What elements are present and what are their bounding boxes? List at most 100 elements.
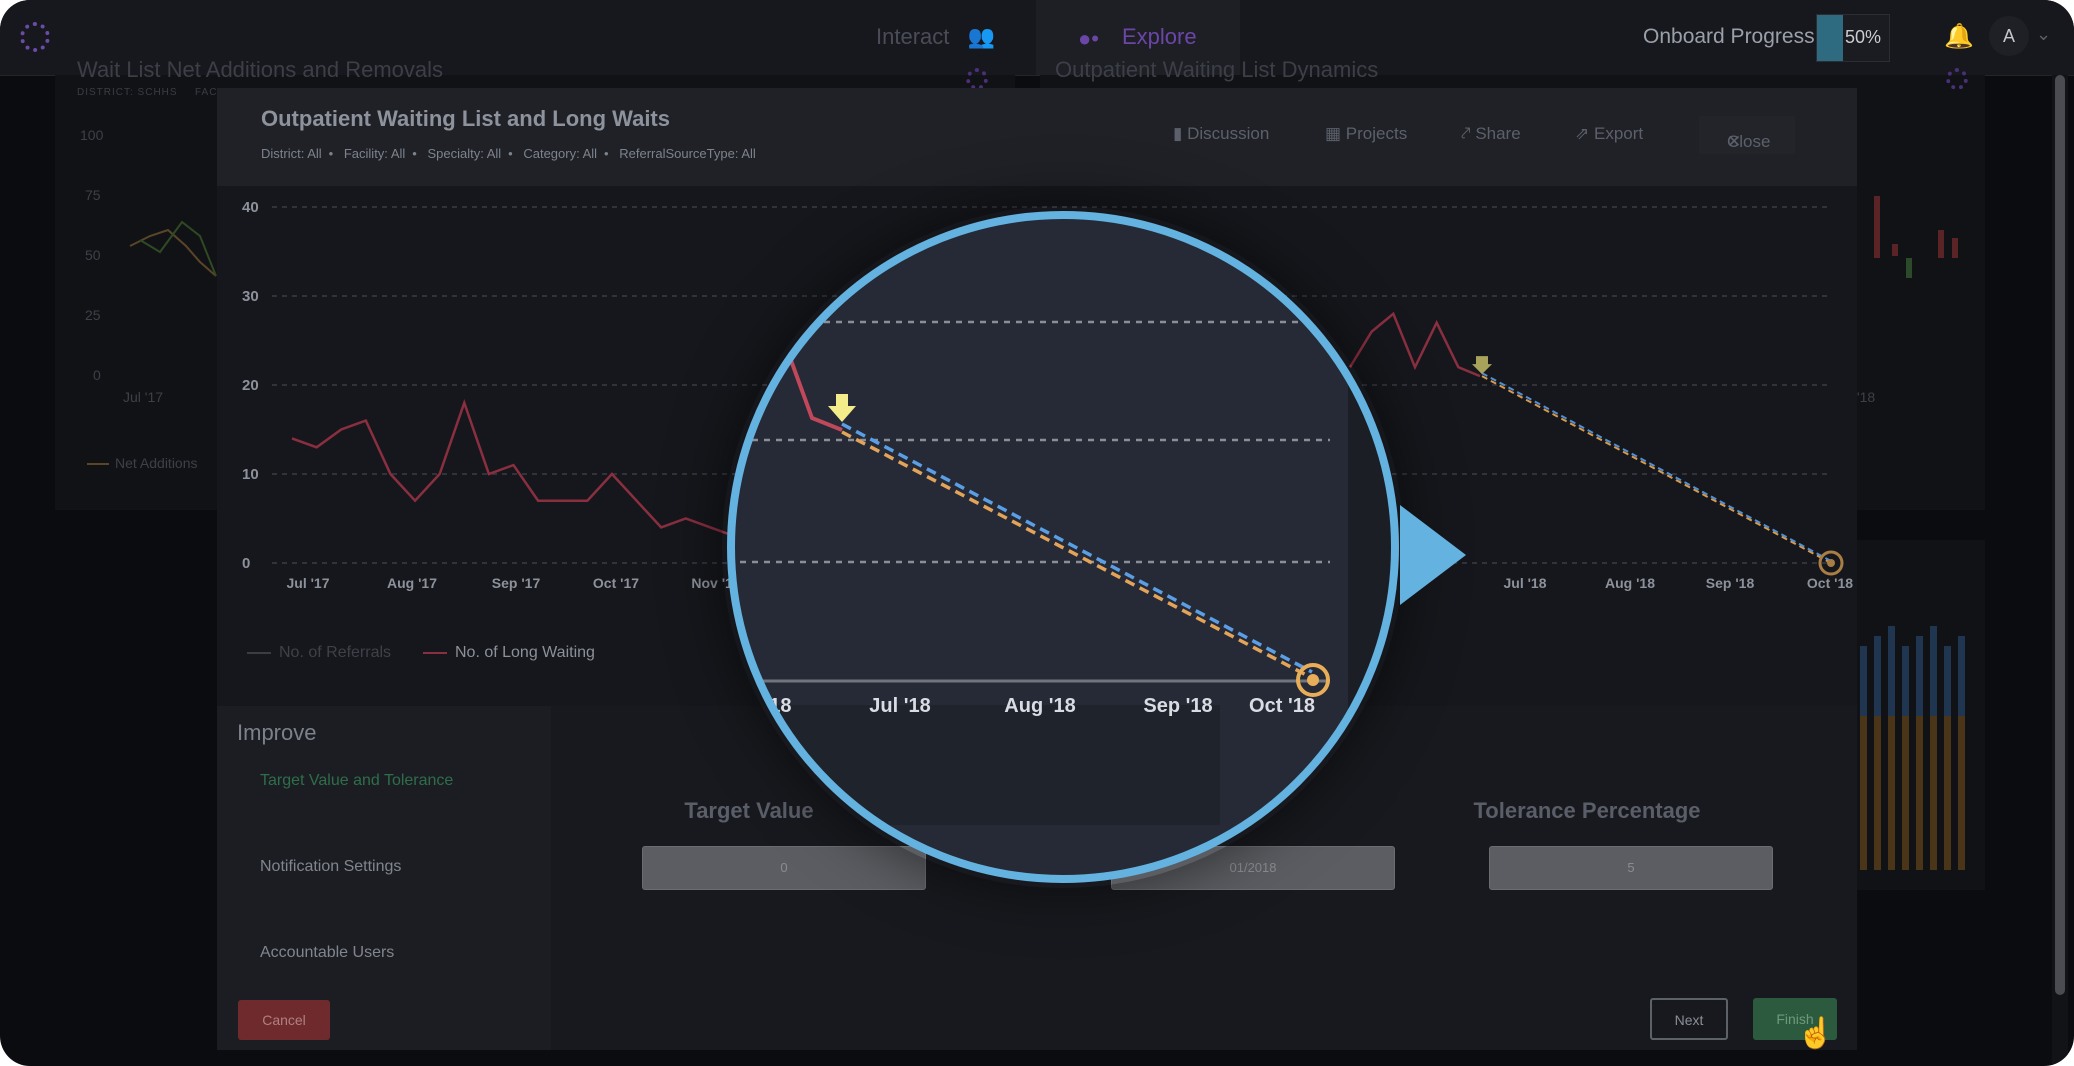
export-label: Export xyxy=(1593,124,1644,143)
magnified-x-tick-label: Sep '18 xyxy=(1143,695,1212,717)
bg-legend-net-additions: Net Additions xyxy=(87,455,198,471)
loading-icon xyxy=(1946,68,1968,90)
background-bar xyxy=(1916,636,1923,716)
tab-explore-label: Explore xyxy=(1122,24,1197,49)
magnified-projection-blue xyxy=(841,422,1313,674)
bg-y-tick: 75 xyxy=(85,187,101,203)
background-bar xyxy=(1860,716,1867,870)
modal-title: Outpatient Waiting List and Long Waits xyxy=(261,106,670,131)
projects-button[interactable]: ▦ Projects xyxy=(1325,124,1407,144)
background-bar xyxy=(1888,626,1895,716)
background-bar xyxy=(1944,716,1951,870)
improve-title: Improve xyxy=(237,720,317,745)
cancel-button[interactable]: Cancel xyxy=(238,1000,330,1040)
y-tick-label: 30 xyxy=(242,288,259,305)
progress-percent: 50% xyxy=(1844,27,1881,47)
scrollbar[interactable] xyxy=(2052,75,2068,1066)
background-card-right-title: Outpatient Waiting List Dynamics xyxy=(1055,57,1379,82)
magnifier-ring xyxy=(727,211,1399,883)
close-icon: ✕ xyxy=(1727,132,1742,151)
target-icon xyxy=(1818,550,1844,576)
bg-y-tick: 50 xyxy=(85,247,101,263)
x-tick-label: Jul '17 xyxy=(286,575,329,591)
legend-referrals[interactable]: No. of Referrals xyxy=(247,644,391,662)
projection-line-orange xyxy=(1481,375,1832,564)
background-bar xyxy=(1874,636,1881,716)
chevron-down-icon[interactable]: ⌄ xyxy=(2036,24,2052,44)
filter-breadcrumb: District: All • Facility: All • Specialty:… xyxy=(261,146,756,161)
discussion-icon: ▮ xyxy=(1173,124,1183,143)
top-navigation-bar: Interact 👥 ●• Explore Onboard Progress 5… xyxy=(0,0,2074,76)
share-button[interactable]: ⤤ Share xyxy=(1461,124,1521,144)
legend-referrals-label: No. of Referrals xyxy=(279,644,392,661)
x-tick-label: Aug '18 xyxy=(1605,575,1655,591)
filter-referral-source: ReferralSourceType: All xyxy=(619,146,756,161)
series-long-waiting-line-right xyxy=(1348,311,1481,378)
improve-form: Target Value 0 01/2018 Tolerance Percent… xyxy=(551,706,1857,1050)
x-tick-label: Oct '17 xyxy=(593,575,639,591)
x-tick-label: Sep '17 xyxy=(492,575,541,591)
step-target-value[interactable]: Target Value and Tolerance xyxy=(260,772,454,789)
background-card-left-title: Wait List Net Additions and Removals xyxy=(77,57,444,82)
background-bar xyxy=(1944,646,1951,716)
progress-fill xyxy=(1817,15,1843,61)
magnified-x-tick-label: Jul '18 xyxy=(869,695,930,717)
y-tick-label: 20 xyxy=(242,377,259,394)
x-tick-label: Nov '17 xyxy=(691,575,740,591)
discussion-label: Discussion xyxy=(1187,124,1270,143)
tolerance-percentage-input[interactable]: 5 xyxy=(1489,846,1773,890)
target-value-input[interactable]: 0 xyxy=(642,846,926,890)
y-tick-label: 0 xyxy=(242,555,250,572)
background-card-left-sub: DISTRICT: SCHHS xyxy=(77,87,178,98)
step-accountable-users[interactable]: Accountable Users xyxy=(260,944,395,961)
legend-long-waiting-label: No. of Long Waiting xyxy=(455,644,595,661)
background-bar xyxy=(1902,646,1909,716)
background-bar xyxy=(1874,716,1881,870)
next-button[interactable]: Next xyxy=(1650,998,1728,1040)
bell-icon[interactable]: 🔔 xyxy=(1944,23,1974,50)
background-bar xyxy=(1916,716,1923,870)
tab-explore[interactable]: ●• Explore xyxy=(1036,0,1240,75)
target-icon-center xyxy=(1827,559,1835,567)
magnified-target-icon xyxy=(1296,663,1330,697)
background-bar xyxy=(1888,716,1895,870)
projects-icon: ▦ xyxy=(1325,124,1342,143)
onboard-progress-bar[interactable]: 50% xyxy=(1816,14,1890,62)
background-bar xyxy=(1930,716,1937,870)
magnified-start-marker-icon xyxy=(828,394,856,422)
people-icon: 👥 xyxy=(967,24,995,49)
magnifier-pointer-icon xyxy=(1400,505,1466,605)
app-logo-icon[interactable] xyxy=(20,22,50,52)
bg-x-tick: Jul '17 xyxy=(123,389,164,405)
tab-interact-label: Interact xyxy=(876,24,950,49)
scrollbar-thumb[interactable] xyxy=(2055,75,2065,995)
background-bar xyxy=(1860,646,1867,716)
y-tick-label: 10 xyxy=(242,466,259,483)
projects-label: Projects xyxy=(1345,124,1408,143)
close-button[interactable]: ✕ Close xyxy=(1699,116,1795,154)
background-bar xyxy=(1958,716,1965,870)
finish-button[interactable]: Finish xyxy=(1753,998,1837,1040)
magnifier-content: '18 Jul '18 Aug '18 Sep '18 Oct '18 xyxy=(731,215,1395,879)
x-tick-label: Aug '17 xyxy=(387,575,437,591)
filter-district: District: All xyxy=(261,146,322,161)
magnifier-lower-panel xyxy=(760,705,1220,825)
export-button[interactable]: ⇗ Export xyxy=(1575,124,1643,144)
x-tick-label: Jul '18 xyxy=(1503,575,1546,591)
onboard-progress-label: Onboard Progress xyxy=(1643,25,1815,48)
tolerance-percentage-label: Tolerance Percentage xyxy=(1473,798,1701,823)
tab-interact[interactable]: Interact 👥 xyxy=(876,24,995,50)
legend-long-waiting[interactable]: No. of Long Waiting xyxy=(423,644,595,662)
background-card-left-sub2: FAC xyxy=(195,87,218,98)
explore-icon: ●• xyxy=(1078,26,1099,51)
bg-legend-label: Net Additions xyxy=(115,455,198,471)
step-notification-settings[interactable]: Notification Settings xyxy=(260,858,402,875)
y-tick-label: 40 xyxy=(242,199,259,216)
avatar[interactable]: A xyxy=(1989,16,2029,56)
improve-sidebar: Improve Target Value and Tolerance Notif… xyxy=(217,706,551,1050)
close-label: Close xyxy=(1727,132,1771,151)
discussion-button[interactable]: ▮ Discussion xyxy=(1173,124,1269,144)
